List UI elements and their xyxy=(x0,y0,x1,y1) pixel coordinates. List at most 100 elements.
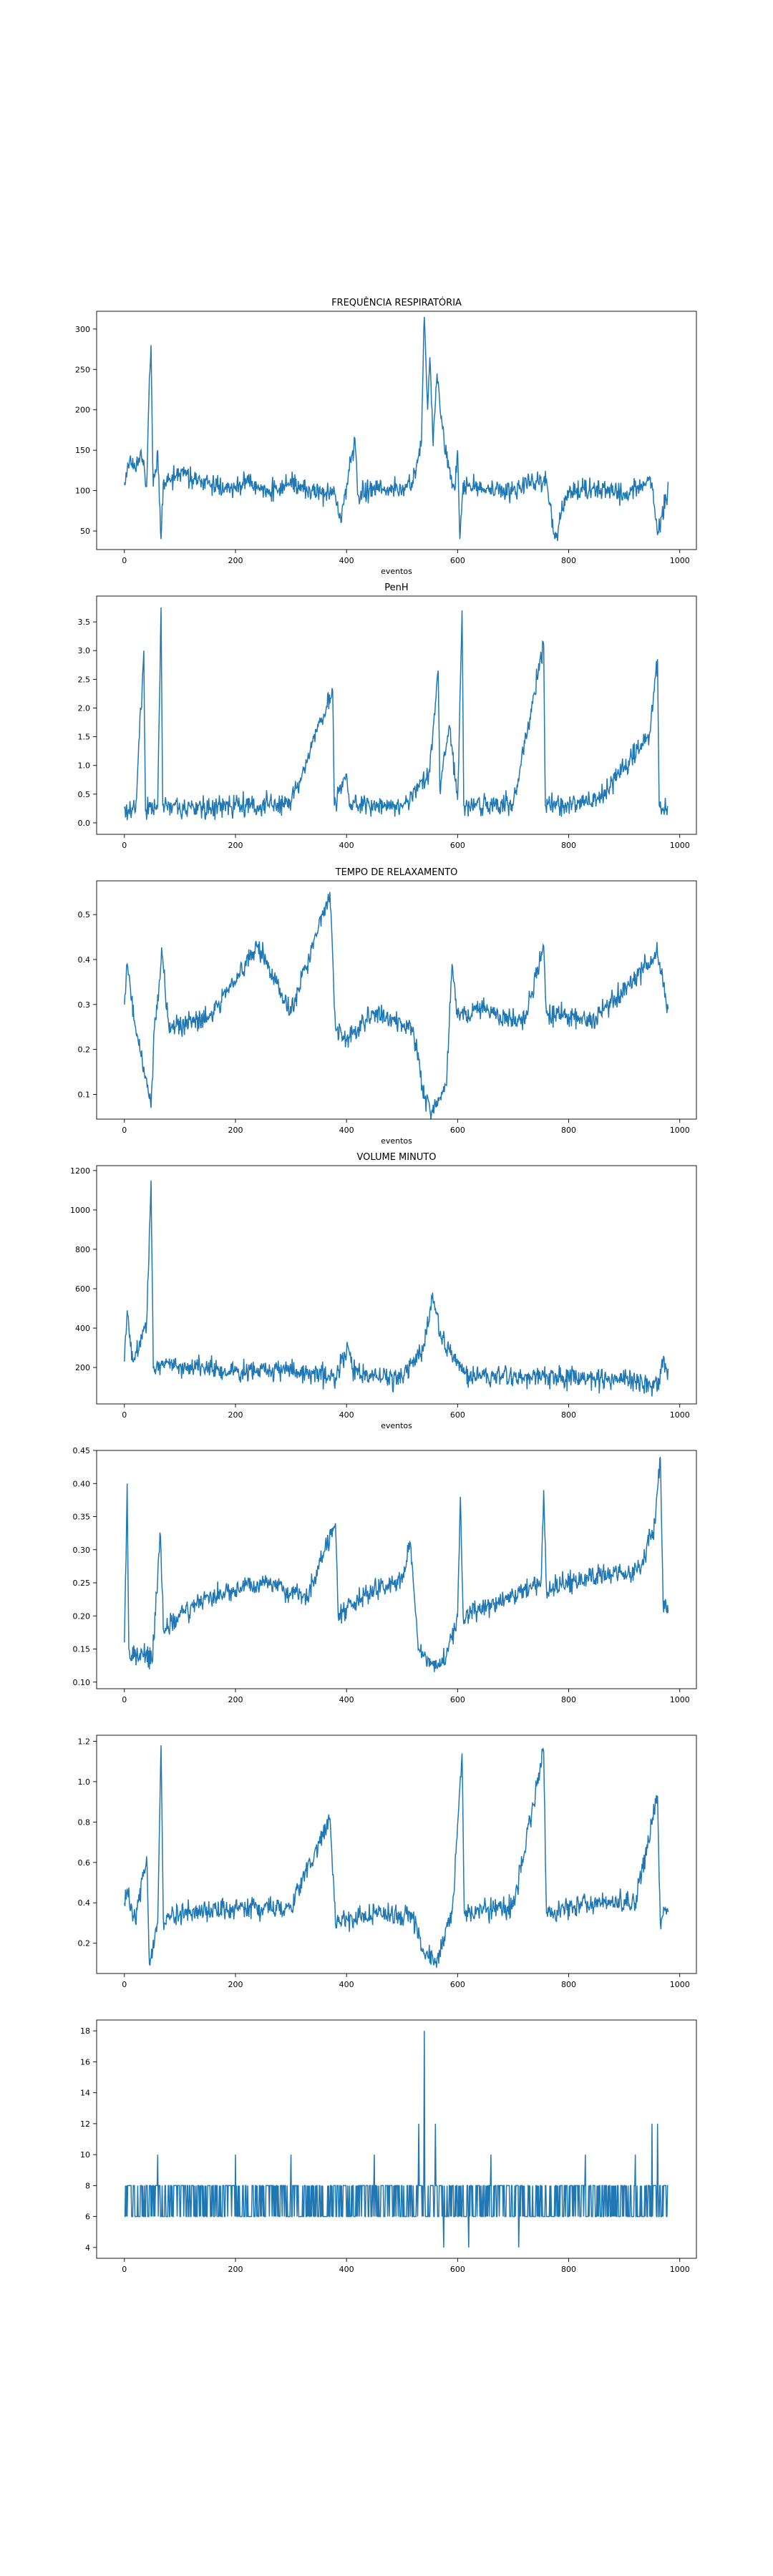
y-tick-label: 0.10 xyxy=(73,1678,91,1687)
x-tick-label: 200 xyxy=(228,1126,243,1135)
y-tick-label: 3.0 xyxy=(78,646,91,655)
plot-frame xyxy=(96,880,697,1120)
x-tick-label: 1000 xyxy=(670,1410,690,1420)
y-tick-label: 0.45 xyxy=(73,1446,91,1455)
y-tick-label: 0.30 xyxy=(73,1546,91,1555)
y-tick-label: 3.5 xyxy=(78,618,91,627)
y-tick-label: 1.0 xyxy=(78,761,91,771)
x-tick-label: 400 xyxy=(339,1980,354,1989)
y-tick-label: 0.15 xyxy=(73,1645,91,1654)
plot-frame xyxy=(96,1450,697,1689)
y-tick-label: 0.5 xyxy=(78,790,91,799)
plot-frame xyxy=(96,1165,697,1405)
x-tick-label: 200 xyxy=(228,1980,243,1989)
y-tick-label: 0.5 xyxy=(78,910,91,919)
y-tick-label: 0.2 xyxy=(78,1045,91,1055)
x-tick-label: 0 xyxy=(122,2265,127,2274)
x-tick-label: 800 xyxy=(561,1126,576,1135)
y-tick-label: 200 xyxy=(75,1363,90,1372)
y-tick-label: 1.0 xyxy=(78,1777,91,1787)
x-axis-label: eventos xyxy=(381,1136,412,1146)
x-tick-label: 600 xyxy=(450,556,465,565)
x-tick-label: 600 xyxy=(450,1126,465,1135)
chart-panel-5: 0 200 400 600 800 1000 0.10 0.15 0.20 0.25 0.30 0.3… xyxy=(73,1446,697,1704)
y-tick-label: 16 xyxy=(80,2057,90,2067)
x-axis-label: eventos xyxy=(381,1421,412,1430)
x-tick-label: 600 xyxy=(450,841,465,850)
x-tick-label: 1000 xyxy=(670,841,690,850)
x-tick-label: 400 xyxy=(339,1695,354,1704)
x-tick-label: 800 xyxy=(561,841,576,850)
chart-panel-3: 0 200 400 600 800 1000 0.1 0.2 0.3 0.4 0.5 TEMPO DE… xyxy=(78,867,697,1146)
y-tick-label: 50 xyxy=(80,527,90,536)
series-line xyxy=(124,1180,669,1397)
y-tick-label: 10 xyxy=(80,2150,90,2160)
x-tick-label: 600 xyxy=(450,1980,465,1989)
x-tick-label: 800 xyxy=(561,1980,576,1989)
y-tick-label: 1.5 xyxy=(78,733,91,742)
y-tick-label: 0.35 xyxy=(73,1513,91,1522)
y-tick-label: 800 xyxy=(75,1245,90,1254)
y-tick-label: 0.20 xyxy=(73,1611,91,1621)
y-tick-label: 0.4 xyxy=(78,955,91,965)
x-tick-label: 400 xyxy=(339,1410,354,1420)
x-tick-label: 200 xyxy=(228,1695,243,1704)
x-tick-label: 200 xyxy=(228,1410,243,1420)
x-tick-label: 1000 xyxy=(670,2265,690,2274)
x-tick-label: 0 xyxy=(122,556,127,565)
x-tick-label: 800 xyxy=(561,1410,576,1420)
y-tick-label: 8 xyxy=(85,2181,90,2190)
chart-panel-7: 0 200 400 600 800 1000 4 6 8 10 12 14 16 18 xyxy=(80,2019,697,2274)
y-tick-label: 0.8 xyxy=(78,1818,91,1827)
x-tick-label: 600 xyxy=(450,2265,465,2274)
x-tick-label: 200 xyxy=(228,841,243,850)
y-tick-label: 0.40 xyxy=(73,1479,91,1488)
x-tick-label: 0 xyxy=(122,1410,127,1420)
y-tick-label: 12 xyxy=(80,2119,90,2129)
plot-frame xyxy=(96,2019,697,2259)
x-tick-label: 0 xyxy=(122,1126,127,1135)
chart-title: TEMPO DE RELAXAMENTO xyxy=(335,867,458,878)
x-tick-label: 1000 xyxy=(670,556,690,565)
y-tick-label: 0.2 xyxy=(78,1939,91,1948)
chart-title: VOLUME MINUTO xyxy=(356,1152,436,1163)
y-tick-label: 1.2 xyxy=(78,1737,91,1746)
y-tick-label: 1000 xyxy=(70,1206,90,1215)
series-line xyxy=(124,608,669,821)
y-tick-label: 6 xyxy=(85,2212,90,2222)
y-tick-label: 18 xyxy=(80,2026,90,2036)
y-tick-label: 4 xyxy=(85,2243,90,2253)
y-tick-label: 150 xyxy=(75,446,90,455)
series-line xyxy=(124,1745,669,1968)
x-tick-label: 400 xyxy=(339,1126,354,1135)
x-tick-label: 800 xyxy=(561,1695,576,1704)
y-tick-label: 0.25 xyxy=(73,1579,91,1588)
y-tick-label: 0.1 xyxy=(78,1090,91,1099)
x-tick-label: 600 xyxy=(450,1695,465,1704)
x-tick-label: 800 xyxy=(561,556,576,565)
x-tick-label: 800 xyxy=(561,2265,576,2274)
y-tick-label: 600 xyxy=(75,1284,90,1294)
plot-frame xyxy=(96,311,697,550)
x-tick-label: 1000 xyxy=(670,1695,690,1704)
chart-panel-4: 0 200 400 600 800 1000 200 400 600 800 1000 1200 VOL… xyxy=(70,1152,697,1430)
chart-panel-6: 0 200 400 600 800 1000 0.2 0.4 0.6 0.8 1.0 1.2 xyxy=(78,1735,697,1989)
y-tick-label: 1200 xyxy=(70,1166,90,1176)
y-tick-label: 0.3 xyxy=(78,1000,91,1010)
y-tick-label: 14 xyxy=(80,2089,90,2098)
x-tick-label: 200 xyxy=(228,2265,243,2274)
series-line xyxy=(124,892,669,1120)
x-tick-label: 400 xyxy=(339,2265,354,2274)
x-tick-label: 400 xyxy=(339,841,354,850)
series-line xyxy=(124,1457,669,1672)
x-tick-label: 0 xyxy=(122,1980,127,1989)
x-axis-label: eventos xyxy=(381,567,412,576)
x-tick-label: 1000 xyxy=(670,1126,690,1135)
chart-title: FREQUÊNCIA RESPIRATÓRIA xyxy=(331,297,462,308)
y-tick-label: 100 xyxy=(75,487,90,496)
chart-title: PenH xyxy=(384,582,408,593)
plot-frame xyxy=(96,1735,697,1974)
y-tick-label: 0.4 xyxy=(78,1898,91,1908)
plot-frame xyxy=(96,595,697,835)
